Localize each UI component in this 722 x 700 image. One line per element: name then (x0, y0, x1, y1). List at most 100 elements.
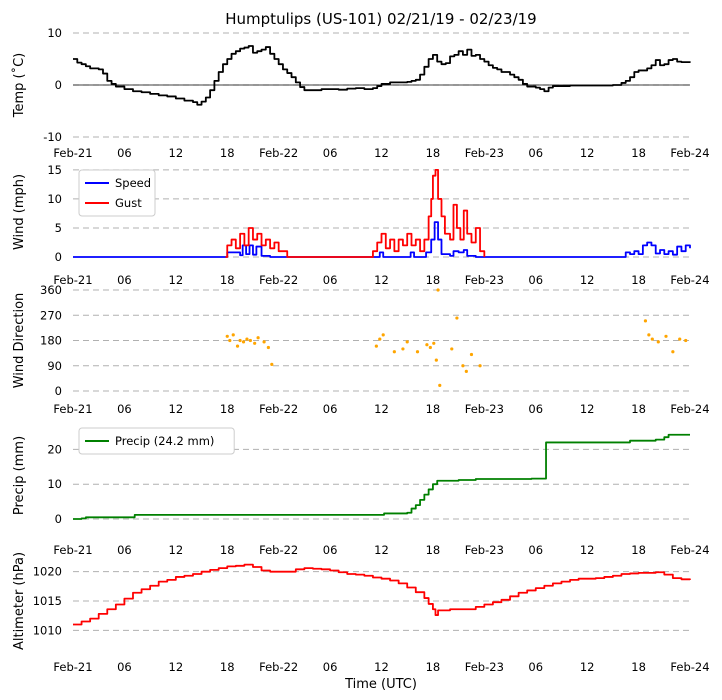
x-tick-label-precip-2: 12 (169, 543, 184, 557)
point-dir-32 (643, 319, 648, 323)
point-dir-9 (256, 336, 260, 340)
chart-title: Humptulips (US-101) 02/21/19 - 02/23/19 (225, 10, 536, 28)
x-tick-label-alt-5: 06 (323, 660, 338, 674)
y-tick-label-temp-2: 10 (47, 26, 62, 40)
chart-panels: -10 0 10 Feb-21 06 12 18 Feb-22 06 12 18 Feb-23 06 12… (11, 26, 710, 674)
x-tick-label-temp-3: 18 (220, 146, 235, 160)
x-tick-label-alt-2: 12 (169, 660, 184, 674)
point-dir-23 (434, 358, 438, 362)
point-dir-20 (425, 343, 429, 347)
point-dir-2 (231, 333, 235, 337)
point-dir-14 (378, 337, 382, 341)
x-tick-label-precip-8: Feb-23 (465, 543, 504, 557)
x-tick-label-dir-1: 06 (117, 402, 132, 416)
x-tick-label-temp-7: 18 (426, 146, 441, 160)
point-dir-8 (253, 341, 257, 345)
point-dir-27 (455, 316, 459, 320)
x-tick-label-dir-9: 06 (528, 402, 543, 416)
x-tick-label-temp-6: 12 (374, 146, 389, 160)
y-tick-label-precip-2: 20 (47, 442, 62, 456)
x-tick-label-alt-1: 06 (117, 660, 132, 674)
y-tick-label-dir-4: 360 (40, 283, 62, 297)
x-tick-label-temp-9: 06 (528, 146, 543, 160)
point-dir-24 (436, 288, 440, 292)
point-dir-0 (225, 334, 229, 338)
point-dir-33 (647, 333, 651, 337)
point-dir-21 (428, 345, 432, 350)
panel-wind: 0 5 10 15 Feb-21 06 12 18 Feb-22 06 12 18 Feb-23 06 12… (12, 163, 710, 287)
y-tick-label-dir-1: 90 (47, 359, 62, 373)
x-tick-label-dir-5: 06 (323, 402, 338, 416)
x-tick-label-alt-7: 18 (426, 660, 441, 674)
x-tick-label-alt-11: 18 (631, 660, 646, 674)
x-tick-label-alt-0: Feb-21 (53, 660, 92, 674)
point-dir-39 (684, 338, 688, 343)
x-tick-label-wind-1: 06 (117, 273, 132, 287)
point-dir-31 (478, 364, 482, 368)
point-dir-35 (656, 340, 660, 344)
x-tick-label-wind-4: Feb-22 (259, 273, 298, 287)
point-dir-28 (461, 364, 465, 368)
point-dir-29 (464, 369, 468, 373)
x-tick-label-wind-12: Feb-24 (670, 273, 709, 287)
panel-precip: 0 10 20 Feb-21 06 12 18 Feb-22 06 12 18 Feb-23 06 12 1… (12, 427, 710, 557)
x-tick-label-wind-2: 12 (169, 273, 184, 287)
y-axis-label-temp: Temp (˚C) (11, 53, 27, 119)
x-tick-label-wind-9: 06 (528, 273, 543, 287)
x-tick-label-wind-5: 06 (323, 273, 338, 287)
x-tick-label-temp-10: 12 (580, 146, 595, 160)
x-tick-label-precip-7: 18 (426, 543, 441, 557)
y-tick-label-dir-2: 180 (40, 334, 62, 348)
x-tick-label-temp-12: Feb-24 (670, 146, 709, 160)
point-dir-25 (438, 383, 442, 387)
x-tick-label-dir-8: Feb-23 (465, 402, 504, 416)
x-tick-label-precip-12: Feb-24 (670, 543, 709, 557)
point-dir-4 (238, 338, 242, 343)
x-tick-label-precip-5: 06 (323, 543, 338, 557)
x-tick-label-wind-0: Feb-21 (53, 273, 92, 287)
point-dir-17 (401, 347, 405, 351)
y-tick-label-dir-0: 0 (55, 384, 62, 398)
x-tick-label-precip-0: Feb-21 (53, 543, 92, 557)
x-tick-label-dir-2: 12 (169, 402, 184, 416)
series-line-alt-altimeter (73, 563, 691, 626)
x-axis-label: Time (UTC) (344, 677, 417, 692)
x-tick-label-dir-10: 12 (580, 402, 595, 416)
point-dir-26 (450, 347, 454, 351)
series-line-wind-gust (225, 169, 486, 258)
x-tick-label-temp-8: Feb-23 (465, 146, 504, 160)
x-tick-label-precip-3: 18 (220, 543, 235, 557)
point-dir-16 (392, 350, 396, 354)
x-tick-label-dir-12: Feb-24 (670, 402, 709, 416)
x-tick-label-precip-9: 06 (528, 543, 543, 557)
point-dir-34 (650, 337, 654, 341)
legend-box-precip (78, 427, 235, 455)
x-tick-label-precip-6: 12 (374, 543, 389, 557)
point-dir-37 (671, 350, 675, 354)
x-tick-label-wind-6: 12 (374, 273, 389, 287)
x-tick-label-wind-7: 18 (426, 273, 441, 287)
x-tick-label-precip-1: 06 (117, 543, 132, 557)
panel-alt: 1010 1015 1020 Feb-21 06 12 18 Feb-22 06 12 18 Feb-… (12, 552, 710, 674)
y-axis-label-wind: Wind (mph) (12, 174, 27, 250)
y-axis-label-dir: Wind Direction (12, 293, 27, 389)
y-tick-label-wind-2: 10 (47, 192, 62, 206)
y-tick-label-temp-1: 0 (55, 78, 62, 92)
x-tick-label-temp-2: 12 (169, 146, 184, 160)
panel-dir: 0 90 180 270 360 Feb-21 06 12 18 Feb-22 06 12 18 Feb-… (12, 283, 710, 416)
x-tick-label-precip-11: 18 (631, 543, 646, 557)
point-dir-6 (245, 337, 249, 341)
y-tick-label-wind-0: 0 (55, 250, 62, 264)
y-tick-label-temp-0: -10 (43, 130, 62, 144)
y-tick-label-precip-0: 0 (55, 512, 62, 526)
x-tick-label-temp-5: 06 (323, 146, 338, 160)
x-tick-label-wind-11: 18 (631, 273, 646, 287)
point-dir-19 (415, 350, 420, 354)
x-tick-label-alt-10: 12 (580, 660, 595, 674)
x-tick-label-dir-11: 18 (631, 402, 646, 416)
x-tick-label-wind-3: 18 (220, 273, 235, 287)
point-dir-18 (405, 340, 409, 344)
x-tick-label-dir-4: Feb-22 (259, 402, 298, 416)
point-dir-3 (235, 344, 240, 348)
x-tick-label-alt-4: Feb-22 (259, 660, 298, 674)
